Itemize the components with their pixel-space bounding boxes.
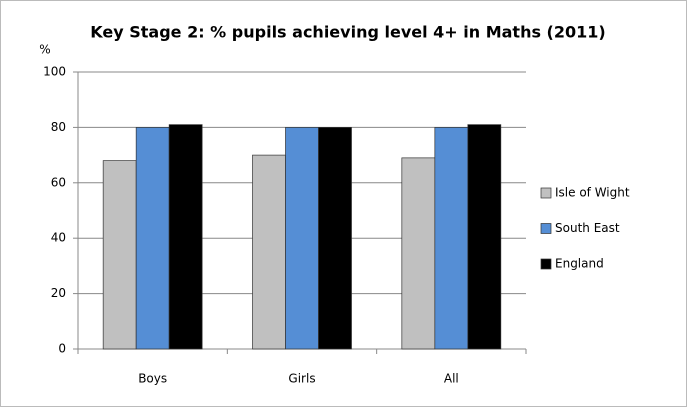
bar — [401, 157, 436, 350]
legend-swatch — [540, 223, 552, 234]
legend-label: Isle of Wight — [555, 186, 630, 200]
bar — [285, 127, 319, 350]
legend-label: England — [555, 257, 604, 271]
bar — [102, 160, 137, 350]
y-tick-label: 0 — [58, 342, 66, 356]
chart-title: Key Stage 2: % pupils achieving level 4+… — [90, 23, 605, 42]
y-tick-label: 20 — [51, 286, 66, 300]
bar — [467, 124, 502, 350]
x-tick-label: Boys — [138, 372, 167, 386]
bar — [168, 124, 203, 350]
x-tick-label: All — [444, 372, 459, 386]
legend-swatch — [540, 187, 552, 199]
y-tick-label: 40 — [51, 231, 66, 245]
x-tick-label: Girls — [288, 372, 315, 386]
bar — [252, 154, 286, 350]
bar — [135, 127, 170, 350]
bar — [318, 127, 352, 350]
y-axis-label: % — [39, 43, 50, 57]
bar — [434, 127, 469, 350]
legend-swatch — [540, 258, 552, 270]
y-tick-label: 80 — [51, 120, 66, 134]
y-tick-label: 100 — [43, 65, 66, 79]
y-tick-label: 60 — [51, 175, 66, 189]
legend-label: South East — [555, 221, 620, 235]
